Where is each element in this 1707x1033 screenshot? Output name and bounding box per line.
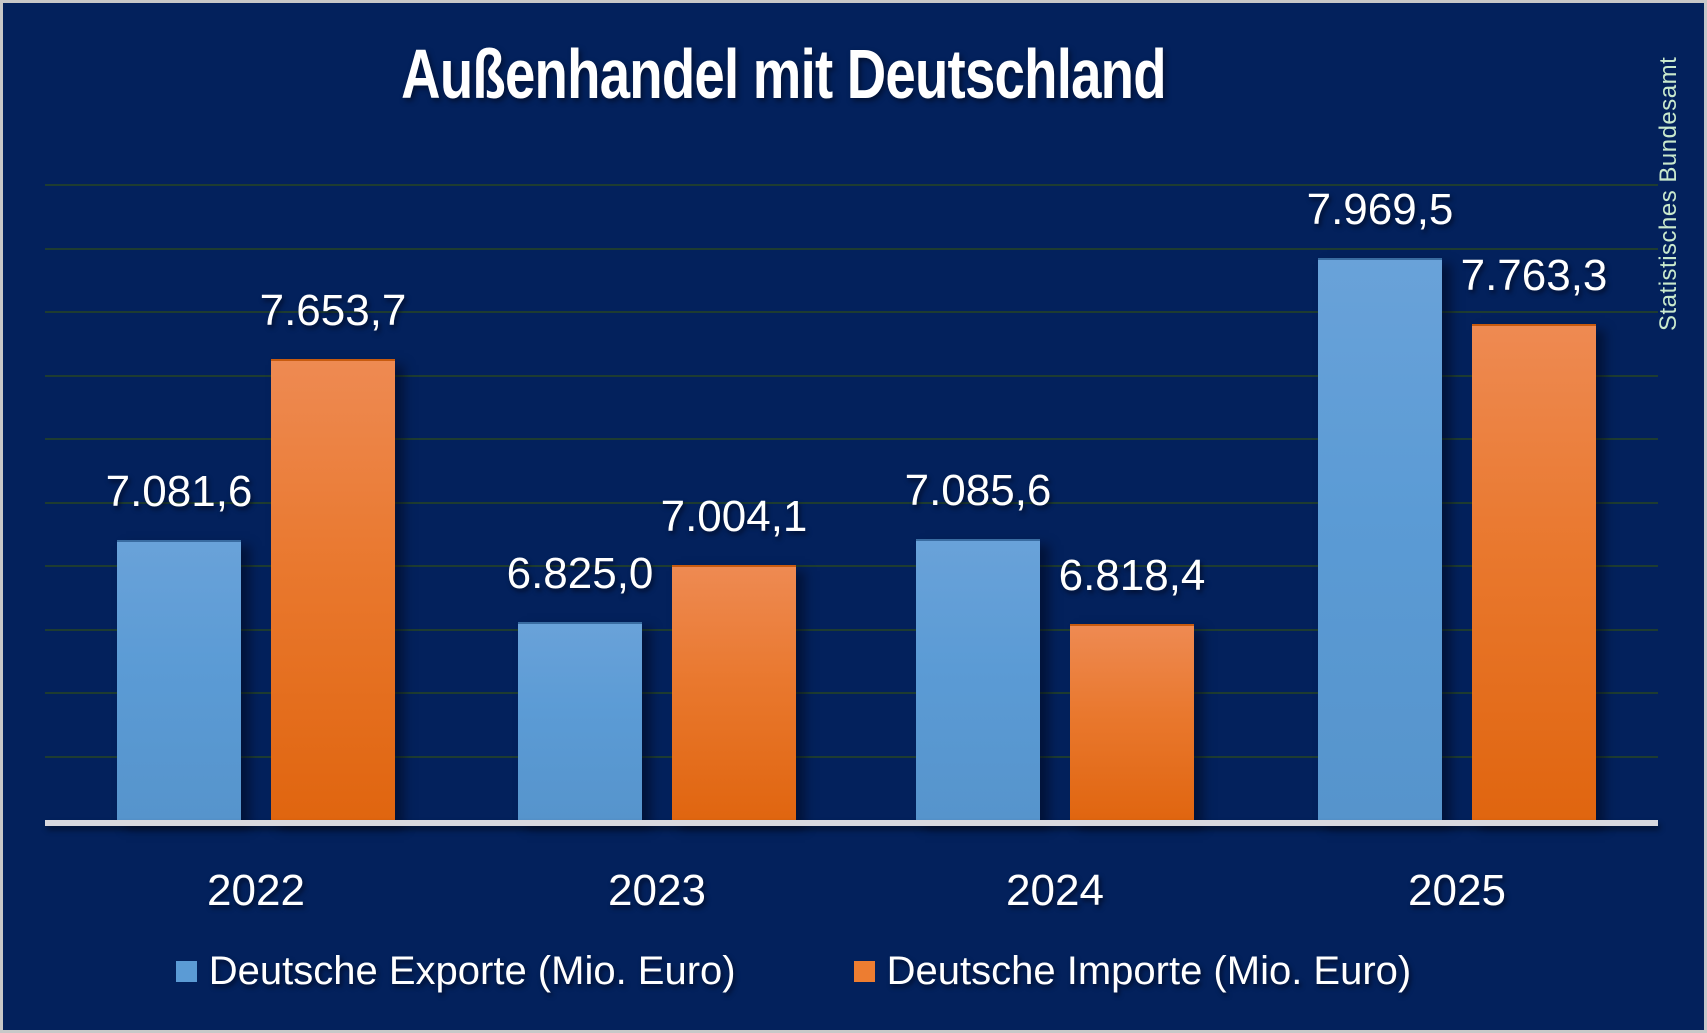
value-label-importe-2023: 7.004,1 — [660, 491, 808, 541]
value-label-importe-2025: 7.763,3 — [1460, 250, 1608, 300]
bar-exporte-2025 — [1318, 258, 1442, 822]
value-label-importe-2024: 6.818,4 — [1058, 550, 1206, 600]
legend: Deutsche Exporte (Mio. Euro) Deutsche Im… — [63, 949, 1524, 993]
bar-exporte-2022 — [117, 540, 241, 822]
value-label-exporte-2022: 7.081,6 — [105, 467, 253, 517]
bar-importe-2025 — [1472, 323, 1596, 822]
legend-swatch-importe-icon — [853, 960, 875, 982]
value-label-exporte-2024: 7.085,6 — [904, 465, 1052, 515]
bar-exporte-2023 — [518, 621, 642, 822]
x-axis-label-2023: 2023 — [608, 866, 706, 915]
chart-title: Außenhandel mit Deutschland — [401, 35, 1166, 113]
gridline — [45, 501, 1658, 504]
x-axis-label-2022: 2022 — [207, 866, 305, 915]
bar-exporte-2024 — [916, 538, 1040, 822]
gridline — [45, 628, 1658, 631]
x-axis-line — [45, 820, 1658, 826]
bar-importe-2022 — [271, 358, 395, 822]
gridline — [45, 755, 1658, 758]
x-axis-label-2024: 2024 — [1006, 866, 1104, 915]
gridline — [45, 692, 1658, 694]
value-label-exporte-2023: 6.825,0 — [506, 548, 654, 598]
gridline — [45, 311, 1658, 313]
x-axis-label-2025: 2025 — [1408, 866, 1506, 915]
value-label-importe-2022: 7.653,7 — [259, 285, 407, 335]
bar-importe-2023 — [672, 564, 796, 822]
legend-label-importe: Deutsche Importe (Mio. Euro) — [886, 949, 1412, 993]
legend-item-importe: Deutsche Importe (Mio. Euro) — [853, 949, 1412, 993]
gridline — [45, 184, 1658, 186]
value-label-exporte-2025: 7.969,5 — [1306, 185, 1454, 235]
bar-importe-2024 — [1070, 623, 1194, 822]
legend-item-exporte: Deutsche Exporte (Mio. Euro) — [175, 949, 736, 993]
gridline — [45, 438, 1658, 440]
gridline — [45, 565, 1658, 567]
legend-label-exporte: Deutsche Exporte (Mio. Euro) — [208, 949, 736, 993]
legend-swatch-exporte-icon — [175, 960, 197, 982]
gridline — [45, 247, 1658, 250]
gridline — [45, 374, 1658, 377]
